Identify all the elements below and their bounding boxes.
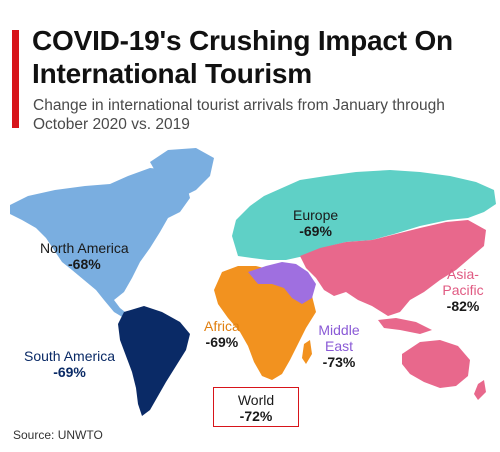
region-value: -68%: [68, 256, 101, 272]
page-title: COVID-19's Crushing Impact On Internatio…: [32, 25, 453, 89]
region-australia: [402, 340, 470, 388]
region-name: Europe: [293, 207, 339, 223]
label-north-america: North America -68%: [40, 240, 129, 272]
world-map: [10, 148, 496, 416]
accent-bar: [12, 30, 19, 128]
region-north-america: [10, 168, 190, 300]
source-note: Source: UNWTO: [13, 428, 103, 442]
region-value: -69%: [205, 334, 239, 350]
label-middle-east: Middle East -73%: [308, 322, 370, 370]
region-name: Middle East: [318, 322, 360, 354]
region-greenland: [150, 148, 214, 198]
region-value: -73%: [322, 354, 356, 370]
region-value: -69%: [299, 223, 332, 239]
world-value: -72%: [239, 408, 273, 424]
region-name: North America: [40, 240, 129, 256]
region-new-zealand: [474, 380, 486, 400]
page-subtitle: Change in international tourist arrivals…: [33, 97, 445, 133]
label-asia-pacific: Asia-Pacific -82%: [434, 266, 492, 314]
region-name: South America: [24, 348, 116, 364]
region-value: -69%: [53, 364, 86, 380]
label-south-america: South America -69%: [24, 348, 115, 380]
region-name: Asia-Pacific: [442, 266, 484, 298]
world-name: World: [237, 392, 275, 408]
region-south-america: [118, 306, 190, 416]
region-madagascar: [302, 340, 312, 364]
region-name: Africa: [204, 318, 240, 334]
region-asia-pacific: [300, 220, 486, 316]
label-africa: Africa -69%: [204, 318, 240, 350]
label-europe: Europe -69%: [293, 207, 338, 239]
region-europe: [232, 170, 496, 260]
region-value: -82%: [446, 298, 480, 314]
world-total-box: World -72%: [213, 387, 299, 427]
region-middle-east: [248, 262, 316, 304]
region-southeast-asia-islands: [378, 318, 432, 334]
